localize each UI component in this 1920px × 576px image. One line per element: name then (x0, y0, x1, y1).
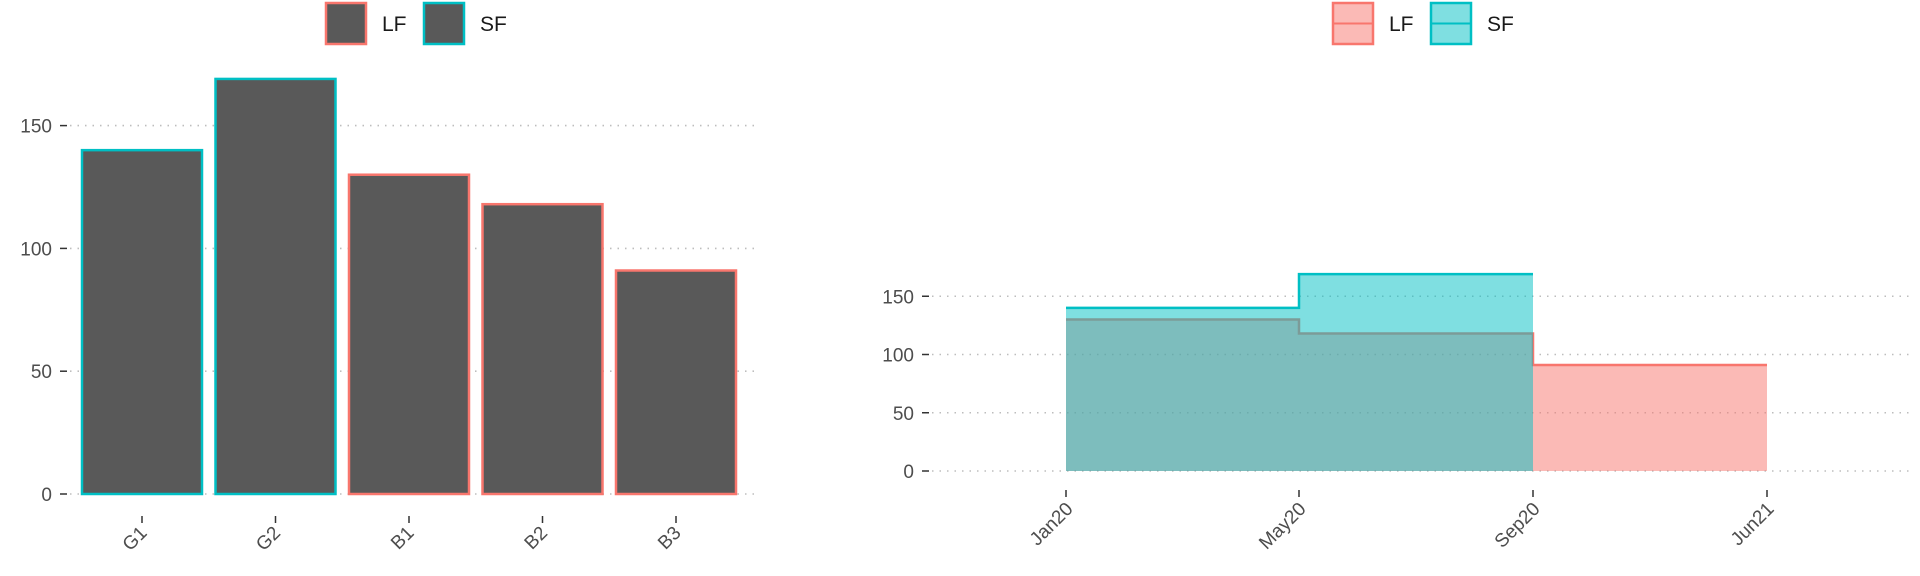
y-tick-label: 150 (882, 287, 914, 308)
x-tick-label: B2 (521, 523, 552, 554)
bar-chart: 0 50 100 150 G1 G2 B1 B2 B3 LF SF (20, 1, 756, 556)
y-tick-label: 100 (882, 346, 914, 367)
y-tick-label: 150 (20, 117, 52, 138)
legend-label: SF (480, 13, 507, 36)
x-tick-label: B3 (654, 523, 685, 554)
bar (614, 269, 738, 496)
y-tick-label: 50 (893, 404, 914, 425)
bar (80, 148, 204, 496)
x-tick-label: G2 (252, 523, 285, 556)
x-tick-label: B1 (387, 523, 418, 554)
x-tick-label: Jan20 (1026, 499, 1077, 550)
legend-label: LF (1389, 13, 1414, 36)
legend-label: LF (382, 13, 407, 36)
legend-key (422, 1, 466, 46)
x-tick-label: G1 (119, 523, 152, 556)
y-tick-label: 100 (20, 239, 52, 260)
x-tick-label: Jun21 (1727, 499, 1778, 550)
step-line-sf (1066, 272, 1533, 310)
step-area-chart: 0 50 100 150 Jan20 May20 Sep20 Jun21 LF SF (882, 1, 1910, 554)
bar (214, 77, 337, 496)
y-tick-label: 50 (31, 362, 52, 383)
y-tick-label: 0 (903, 462, 914, 483)
legend-label: SF (1487, 13, 1514, 36)
bar (481, 202, 604, 496)
legend-key (324, 1, 368, 46)
y-tick-label: 0 (41, 485, 52, 506)
area-sf (1066, 274, 1533, 471)
x-tick-label: May20 (1255, 499, 1310, 554)
x-tick-label: Sep20 (1491, 499, 1545, 553)
bar (347, 173, 471, 496)
